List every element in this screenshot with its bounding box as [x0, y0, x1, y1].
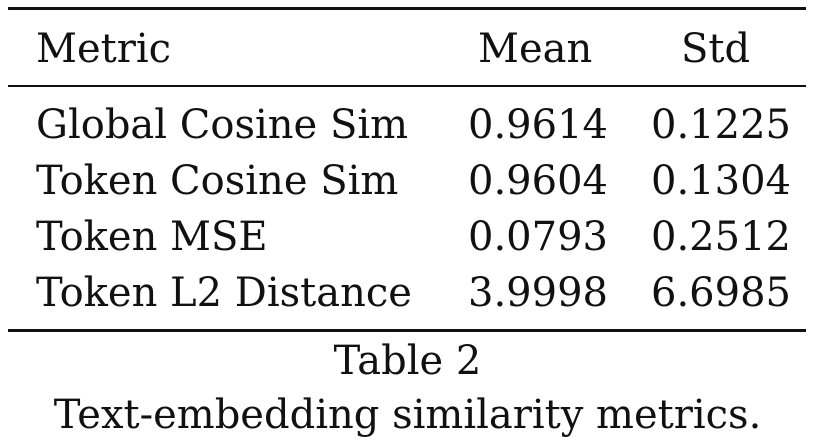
table-top-rule	[8, 7, 806, 10]
row-metric: Global Cosine Sim	[36, 102, 409, 148]
table-caption-label: Table 2	[333, 338, 482, 384]
row-mean: 0.9604	[468, 158, 608, 204]
row-mean: 3.9998	[468, 270, 608, 316]
table-bottom-rule	[8, 329, 806, 332]
table-header-rule	[8, 85, 806, 87]
row-mean: 0.0793	[468, 214, 608, 260]
table-caption-text: Text-embedding similarity metrics.	[53, 392, 762, 438]
row-metric: Token L2 Distance	[36, 270, 412, 316]
header-std: Std	[681, 26, 751, 72]
row-metric: Token Cosine Sim	[36, 158, 399, 204]
header-metric: Metric	[36, 26, 172, 72]
row-std: 6.6985	[651, 270, 791, 316]
row-std: 0.2512	[651, 214, 791, 260]
row-mean: 0.9614	[468, 102, 608, 148]
row-metric: Token MSE	[36, 214, 268, 260]
header-mean: Mean	[478, 26, 593, 72]
row-std: 0.1304	[651, 158, 791, 204]
row-std: 0.1225	[651, 102, 791, 148]
